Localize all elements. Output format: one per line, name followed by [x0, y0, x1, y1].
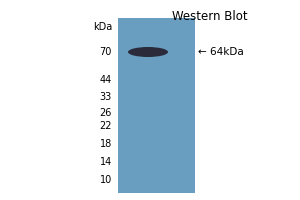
Text: 70: 70 [100, 47, 112, 57]
Text: 10: 10 [100, 175, 112, 185]
Text: 33: 33 [100, 92, 112, 102]
Text: Western Blot: Western Blot [172, 10, 248, 23]
Text: 22: 22 [100, 121, 112, 131]
Ellipse shape [128, 47, 168, 57]
Text: 26: 26 [100, 108, 112, 118]
Text: 44: 44 [100, 75, 112, 85]
Bar [118, 18, 195, 193]
Text: 14: 14 [100, 157, 112, 167]
Text: 18: 18 [100, 139, 112, 149]
Text: ← 64kDa: ← 64kDa [198, 47, 244, 57]
Text: kDa: kDa [93, 22, 112, 32]
